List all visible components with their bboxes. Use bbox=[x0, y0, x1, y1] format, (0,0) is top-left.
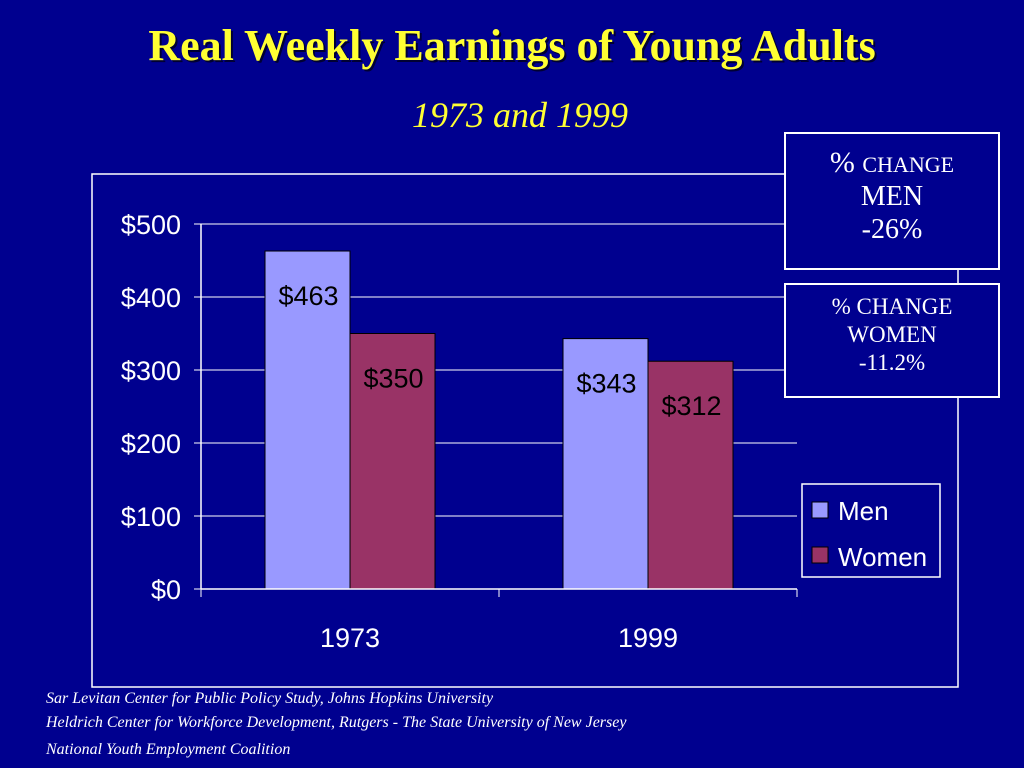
x-tick-label-1999: 1999 bbox=[618, 623, 678, 653]
y-tick-label: $400 bbox=[121, 283, 181, 313]
callout-men-value: -26% bbox=[861, 214, 923, 245]
y-tick-label: $100 bbox=[121, 502, 181, 532]
footer-source-2: Heldrich Center for Workforce Developmen… bbox=[46, 714, 627, 731]
callout-women-change-label: % CHANGE bbox=[831, 294, 953, 319]
callout-men-change: % CHANGE MEN -26% bbox=[784, 132, 1000, 270]
legend-label-men: Men bbox=[838, 496, 889, 526]
slide-title: Real Weekly Earnings of Young Adults bbox=[148, 21, 876, 70]
bar-women-1999 bbox=[647, 360, 734, 590]
callout-women-value: -11.2% bbox=[858, 350, 926, 375]
callout-men-change-label: CHANGE bbox=[862, 152, 955, 177]
y-tick-label: $500 bbox=[121, 210, 181, 240]
y-tick-label: $0 bbox=[151, 575, 181, 605]
data-label: $350 bbox=[363, 364, 423, 394]
legend-swatch-women bbox=[811, 546, 829, 564]
bar-women-1973 bbox=[349, 333, 436, 590]
chart-legend: Men Women bbox=[801, 483, 941, 578]
bar-men-1973 bbox=[264, 250, 351, 590]
legend-swatch-men bbox=[811, 501, 829, 519]
y-tick-label: $300 bbox=[121, 356, 181, 386]
callout-women-change: % CHANGE WOMEN -11.2% bbox=[784, 283, 1000, 398]
y-tick-label: $200 bbox=[121, 429, 181, 459]
legend-label-women: Women bbox=[838, 542, 927, 572]
callout-men-percent: % bbox=[829, 146, 855, 179]
footer-source-3: National Youth Employment Coalition bbox=[46, 741, 291, 758]
data-label: $312 bbox=[661, 391, 721, 421]
callout-women-group: WOMEN bbox=[847, 322, 937, 347]
x-tick-label-1973: 1973 bbox=[320, 623, 380, 653]
callout-men-group: MEN bbox=[860, 181, 924, 212]
footer-source-1: Sar Levitan Center for Public Policy Stu… bbox=[46, 690, 494, 707]
data-label: $463 bbox=[278, 281, 338, 311]
slide-subtitle: 1973 and 1999 bbox=[412, 95, 628, 135]
bar-men-1999 bbox=[562, 338, 649, 590]
data-label: $343 bbox=[576, 369, 636, 399]
